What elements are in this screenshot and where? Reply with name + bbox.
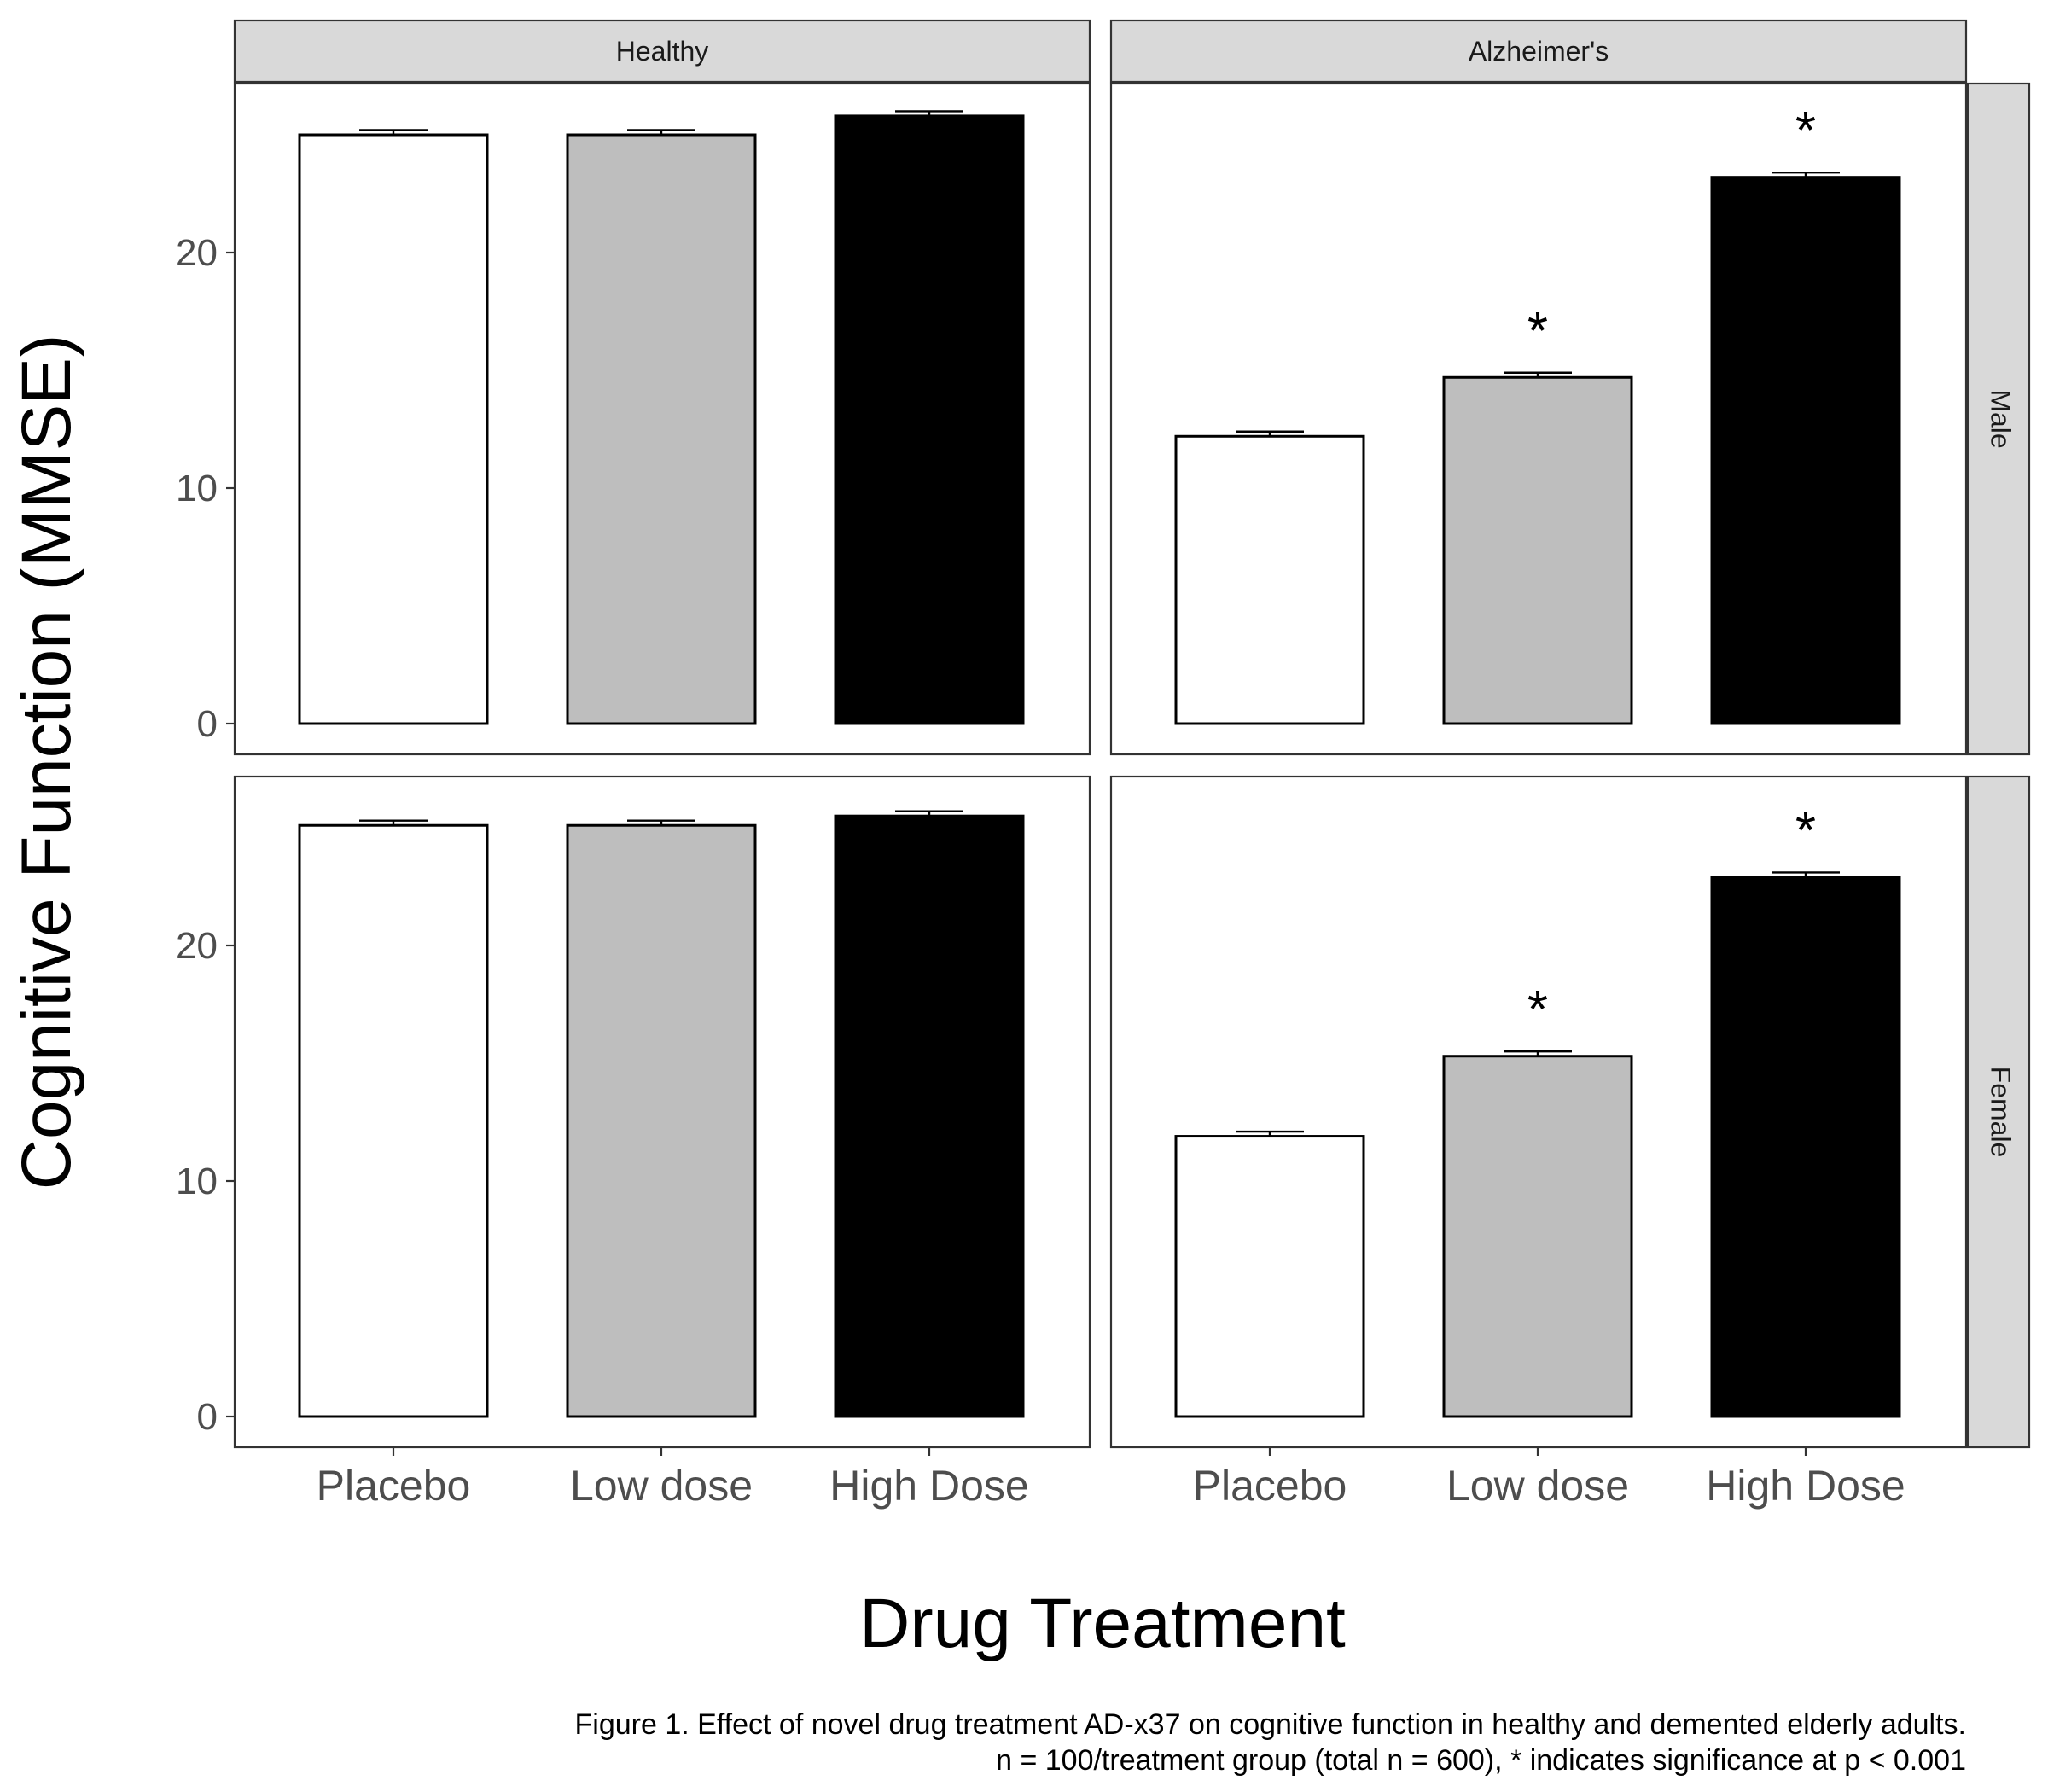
- facet-strip-male: [1966, 82, 2031, 756]
- bar-alzheimer-s-male-high-dose: [1710, 176, 1901, 725]
- significance-marker-alzheimer-s-female-low-dose: *: [1527, 980, 1548, 1039]
- x-tick-label-healthy-high-dose: High Dose: [829, 1462, 1028, 1510]
- y-tick-label-female-20: 20: [176, 925, 218, 967]
- facet-label-male: Male: [1986, 389, 2016, 448]
- facet-label-healthy: Healthy: [616, 36, 709, 67]
- y-tick-label-male-10: 10: [176, 468, 218, 509]
- x-tick-label-healthy-low-dose: Low dose: [570, 1462, 753, 1510]
- bar-alzheimer-s-male-placebo: [1174, 434, 1365, 725]
- y-tick-label-male-0: 0: [197, 703, 218, 745]
- bar-alzheimer-s-male-low-dose: [1442, 375, 1633, 725]
- bar-healthy-male-placebo: [298, 133, 489, 725]
- facet-strip-alzheimer-s: [1109, 19, 1968, 84]
- bar-healthy-female-high-dose: [834, 814, 1025, 1418]
- facet-label-female: Female: [1986, 1067, 2016, 1158]
- significance-marker-alzheimer-s-male-high-dose: *: [1795, 102, 1816, 160]
- significance-marker-alzheimer-s-female-high-dose: *: [1795, 801, 1816, 860]
- y-tick-label-female-10: 10: [176, 1161, 218, 1202]
- facet-strip-healthy: [233, 19, 1091, 84]
- significance-marker-alzheimer-s-male-low-dose: *: [1527, 302, 1548, 361]
- facet-label-alzheimer-s: Alzheimer's: [1469, 36, 1609, 67]
- x-tick-label-healthy-placebo: Placebo: [317, 1462, 471, 1510]
- x-tick-label-alzheimer-s-placebo: Placebo: [1193, 1462, 1347, 1510]
- x-tick-label-alzheimer-s-low-dose: Low dose: [1446, 1462, 1629, 1510]
- bar-healthy-female-placebo: [298, 823, 489, 1418]
- bar-alzheimer-s-female-high-dose: [1710, 876, 1901, 1418]
- y-tick-label-male-20: 20: [176, 232, 218, 274]
- y-tick-label-female-0: 0: [197, 1396, 218, 1438]
- facet-strip-female: [1966, 775, 2031, 1449]
- figure-caption-line-1: Figure 1. Effect of novel drug treatment…: [575, 1708, 1966, 1741]
- bar-healthy-male-high-dose: [834, 114, 1025, 725]
- y-axis-title: Cognitive Function (MMSE): [8, 335, 85, 1190]
- chart-layer: Healthy Alzheimer's Male Female * * * * 0 10 20 0 10…: [176, 19, 2031, 1510]
- bar-alzheimer-s-female-placebo: [1174, 1135, 1365, 1418]
- x-axis-title: Drug Treatment: [859, 1585, 1346, 1662]
- figure-caption-line-2: n = 100/treatment group (total n = 600),…: [996, 1744, 1966, 1777]
- bar-healthy-female-low-dose: [566, 823, 757, 1418]
- bar-alzheimer-s-female-low-dose: [1442, 1055, 1633, 1418]
- x-tick-label-alzheimer-s-high-dose: High Dose: [1706, 1462, 1905, 1510]
- bar-healthy-male-low-dose: [566, 133, 757, 725]
